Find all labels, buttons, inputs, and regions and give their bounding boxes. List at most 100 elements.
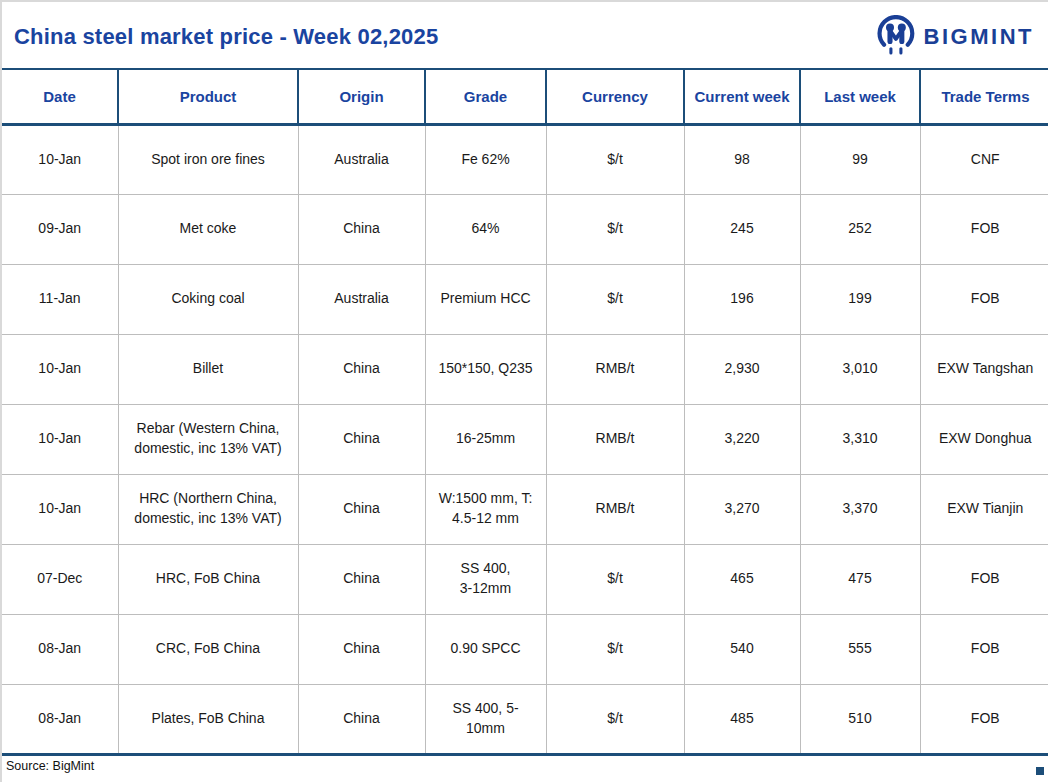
table-cell: $/t (546, 614, 684, 684)
table-row: 10-Jan Billet China 150*150, Q235 RMB/t … (2, 334, 1048, 404)
table-row: 10-Jan HRC (Northern China, domestic, in… (2, 474, 1048, 544)
report-page: China steel market price - Week 02,2025 (0, 0, 1048, 782)
table-cell: CNF (920, 124, 1048, 194)
table-cell: 64% (425, 194, 546, 264)
table-cell: Fe 62% (425, 124, 546, 194)
table-cell: 0.90 SPCC (425, 614, 546, 684)
title-bar: China steel market price - Week 02,2025 (2, 2, 1048, 68)
table-cell: CRC, FoB China (118, 614, 298, 684)
page-title: China steel market price - Week 02,2025 (14, 24, 438, 50)
table-cell: 196 (684, 264, 800, 334)
table-cell: China (298, 404, 425, 474)
table-cell: Premium HCC (425, 264, 546, 334)
table-cell: 10-Jan (2, 124, 118, 194)
table-cell: $/t (546, 194, 684, 264)
table-row: 07-Dec HRC, FoB China China SS 400, 3-12… (2, 544, 1048, 614)
table-cell: China (298, 334, 425, 404)
table-cell: SS 400, 5-10mm (425, 684, 546, 754)
bigmint-logo-text: BIGMINT (924, 24, 1034, 50)
table-row: 10-Jan Rebar (Western China, domestic, i… (2, 404, 1048, 474)
table-cell: 555 (800, 614, 920, 684)
table-cell: 16-25mm (425, 404, 546, 474)
table-cell: 08-Jan (2, 614, 118, 684)
table-cell: 3,310 (800, 404, 920, 474)
table-cell: 11-Jan (2, 264, 118, 334)
table-cell: 252 (800, 194, 920, 264)
price-table: Date Product Origin Grade Currency Curre… (2, 68, 1048, 756)
table-cell: 199 (800, 264, 920, 334)
table-cell: 09-Jan (2, 194, 118, 264)
table-cell: 3,220 (684, 404, 800, 474)
table-cell: $/t (546, 684, 684, 754)
table-cell: 10-Jan (2, 404, 118, 474)
table-cell: Australia (298, 124, 425, 194)
bigmint-owl-icon (875, 15, 915, 59)
column-header-trade-terms: Trade Terms (920, 69, 1048, 124)
table-row: 08-Jan Plates, FoB China China SS 400, 5… (2, 684, 1048, 754)
table-cell: 99 (800, 124, 920, 194)
table-cell: FOB (920, 264, 1048, 334)
header-row: Date Product Origin Grade Currency Curre… (2, 69, 1048, 124)
table-cell: China (298, 684, 425, 754)
table-cell: 485 (684, 684, 800, 754)
table-cell: 465 (684, 544, 800, 614)
table-cell: FOB (920, 684, 1048, 754)
table-cell: HRC (Northern China, domestic, inc 13% V… (118, 474, 298, 544)
column-header-last-week: Last week (800, 69, 920, 124)
table-row: 09-Jan Met coke China 64% $/t 245 252 FO… (2, 194, 1048, 264)
table-cell: 07-Dec (2, 544, 118, 614)
column-header-origin: Origin (298, 69, 425, 124)
column-header-product: Product (118, 69, 298, 124)
bigmint-logo: BIGMINT (875, 15, 1036, 59)
table-cell: 540 (684, 614, 800, 684)
table-cell: 2,930 (684, 334, 800, 404)
table-cell: 08-Jan (2, 684, 118, 754)
table-cell: $/t (546, 124, 684, 194)
table-cell: China (298, 194, 425, 264)
table-cell: 10-Jan (2, 334, 118, 404)
column-header-currency: Currency (546, 69, 684, 124)
table-cell: Spot iron ore fines (118, 124, 298, 194)
table-cell: 475 (800, 544, 920, 614)
table-cell: FOB (920, 614, 1048, 684)
table-header: Date Product Origin Grade Currency Curre… (2, 69, 1048, 124)
column-header-grade: Grade (425, 69, 546, 124)
table-cell: Met coke (118, 194, 298, 264)
table-cell: 510 (800, 684, 920, 754)
table-cell: 3,270 (684, 474, 800, 544)
table-cell: 245 (684, 194, 800, 264)
table-cell: Plates, FoB China (118, 684, 298, 754)
table-cell: RMB/t (546, 474, 684, 544)
table-cell: 3,370 (800, 474, 920, 544)
source-note: Source: BigMint (2, 756, 1048, 773)
table-cell: HRC, FoB China (118, 544, 298, 614)
column-header-date: Date (2, 69, 118, 124)
table-cell: 98 (684, 124, 800, 194)
table-row: 10-Jan Spot iron ore fines Australia Fe … (2, 124, 1048, 194)
table-row: 08-Jan CRC, FoB China China 0.90 SPCC $/… (2, 614, 1048, 684)
table-cell: Coking coal (118, 264, 298, 334)
table-cell: Billet (118, 334, 298, 404)
table-cell: W:1500 mm, T: 4.5-12 mm (425, 474, 546, 544)
table-cell: Rebar (Western China, domestic, inc 13% … (118, 404, 298, 474)
table-cell: China (298, 474, 425, 544)
table-cell: China (298, 614, 425, 684)
table-cell: Australia (298, 264, 425, 334)
table-cell: EXW Donghua (920, 404, 1048, 474)
table-cell: EXW Tianjin (920, 474, 1048, 544)
table-cell: 150*150, Q235 (425, 334, 546, 404)
table-cell: 10-Jan (2, 474, 118, 544)
table-body: 10-Jan Spot iron ore fines Australia Fe … (2, 124, 1048, 754)
table-cell: China (298, 544, 425, 614)
fill-handle-icon (1036, 767, 1044, 775)
table-cell: $/t (546, 264, 684, 334)
table-cell: 3,010 (800, 334, 920, 404)
table-cell: FOB (920, 544, 1048, 614)
table-cell: RMB/t (546, 334, 684, 404)
table-cell: RMB/t (546, 404, 684, 474)
table-row: 11-Jan Coking coal Australia Premium HCC… (2, 264, 1048, 334)
column-header-current-week: Current week (684, 69, 800, 124)
table-cell: FOB (920, 194, 1048, 264)
table-cell: EXW Tangshan (920, 334, 1048, 404)
table-cell: $/t (546, 544, 684, 614)
